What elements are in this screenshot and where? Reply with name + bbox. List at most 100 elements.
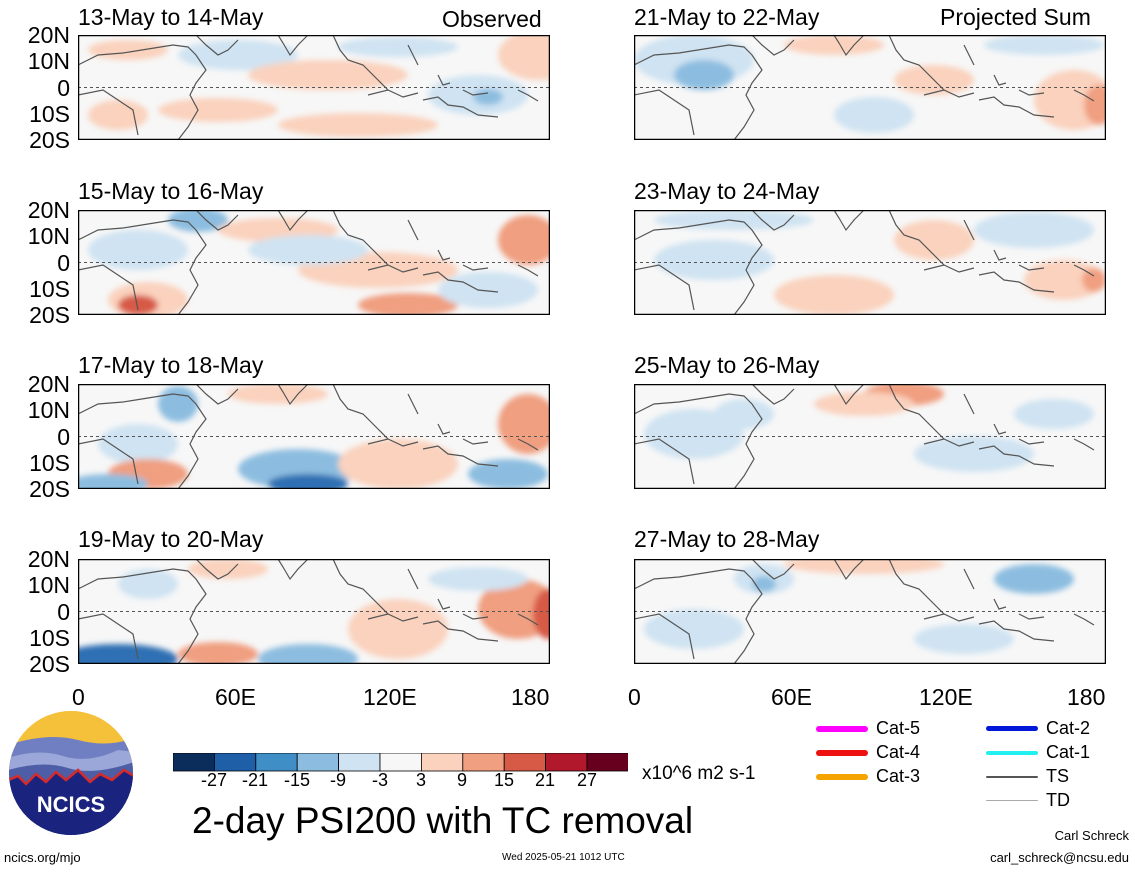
x-tick-label: 0 [72,684,85,710]
legend-label: Cat-4 [876,742,921,762]
coastline [978,620,1055,642]
y-tick-label: 0 [57,598,70,625]
coastline [422,445,499,467]
legend-label: Cat-5 [876,718,921,738]
anomaly-blob [428,567,528,591]
psi-map [78,210,550,315]
anomaly-blob [914,436,1034,472]
colorbar-swatch [255,752,298,772]
legend-item-cat2: Cat-2 [986,718,1090,739]
coastline [422,620,499,642]
anomaly-blob [533,589,550,639]
legend-item-cat4: Cat-4 [816,742,920,763]
colorbar-swatch [172,752,215,772]
coastline [407,44,419,66]
coastline [437,249,451,261]
colorbar-tick: -9 [329,770,347,790]
anomaly-blob [98,424,178,464]
coastline [963,393,975,415]
panel-title: 21-May to 22-May [634,4,820,30]
psi-map [78,384,550,489]
coastline [462,613,489,620]
map-panel-projected-2 [634,210,1106,315]
y-tick-label: 20S [29,651,70,677]
coastline [1018,89,1045,96]
map-panel-projected-1 [634,35,1106,140]
panel-title: 13-May to 14-May [78,4,264,30]
anomaly-blob [228,384,328,404]
y-tick-label: 20S [29,127,70,153]
colorbar-swatch [420,752,464,772]
coastline [923,613,975,622]
y-tick-label: 10S [29,275,70,302]
psi-map [634,35,1106,140]
colorbar-tick: -27 [200,770,228,790]
legend-line [816,749,868,756]
anomaly-blob [248,60,408,90]
coastline [78,568,207,664]
coastline [888,384,945,440]
anomaly-blob [654,210,814,230]
legend-line [986,726,1038,731]
coastline [751,384,795,405]
coastline [462,264,489,271]
anomaly-blob [714,399,774,429]
panel-frame [78,559,550,664]
coastline [993,249,1007,261]
main-title: 2-day PSI200 with TC removal [192,800,694,841]
coastline [993,74,1007,86]
coastline [367,438,419,447]
panel-frame [634,559,1106,664]
anomaly-blob [784,559,944,574]
anomaly-blob [994,564,1074,594]
colorbar-swatch [462,752,505,772]
y-tick-label: 20S [29,302,70,328]
colorbar-swatch [296,752,339,772]
y-tick-label: 10N [27,397,70,424]
colorbar-tick: -15 [283,770,311,790]
coastline [462,89,489,96]
y-tick-label: 20N [27,197,70,223]
panel-title: 25-May to 26-May [634,352,820,378]
anomaly-blob [338,439,458,489]
anomaly-blob [158,386,198,422]
panel-frame [78,384,550,489]
legend-label: TD [1046,790,1070,810]
coastline [634,613,695,660]
psi-map [78,559,550,664]
coastline [517,613,539,626]
coastline [634,89,695,136]
coastline [1073,438,1095,451]
anomaly-blob [78,644,178,664]
coastline [78,393,207,489]
coastline [634,438,695,485]
coastline [78,264,139,311]
coastline [1018,264,1045,271]
x-tick-label: 0 [628,684,641,710]
coastline [422,96,499,118]
anomaly-blob [674,60,734,90]
footer-timestamp: Wed 2025-05-21 1012 UTC [502,852,625,863]
y-tick-label: 20N [27,371,70,397]
coastline [963,568,975,590]
coastline [833,384,865,406]
coastline [195,35,239,56]
coastline [277,559,309,581]
legend-label: Cat-3 [876,766,921,786]
projected-label: Projected Sum [940,4,1091,30]
anomaly-blob [654,240,774,280]
map-panel-observed-3 [78,384,550,489]
coastline [634,219,763,315]
coastline [1018,438,1045,445]
colorbar-tick: 15 [493,770,515,790]
anomaly-blob [498,35,550,80]
anomaly-blob [1082,268,1106,292]
coastline [422,271,499,293]
anomaly-blob [774,275,894,315]
map-panel-observed-1 [78,35,550,140]
legend-line [816,725,868,732]
coastline [277,35,309,57]
anomaly-blob [914,624,1014,654]
coastline [78,44,207,140]
colorbar-tick-labels: -27 -21 -15 -9 -3 3 9 15 21 27 [173,770,633,800]
